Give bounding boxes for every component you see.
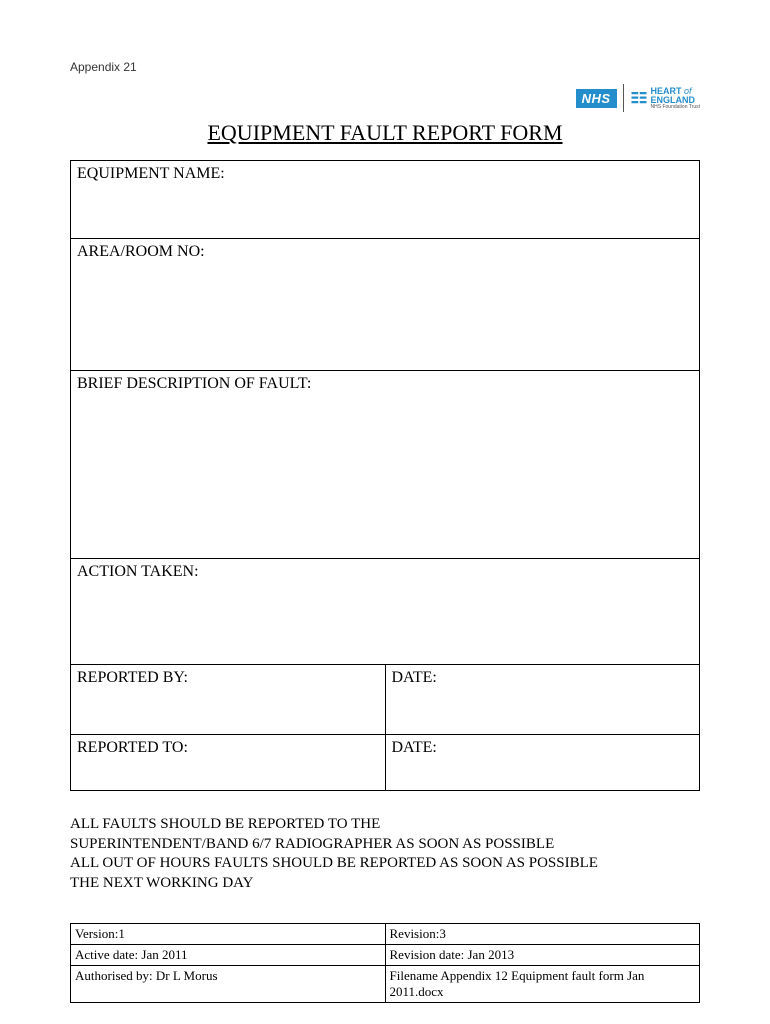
authorised-cell: Authorised by: Dr L Morus xyxy=(71,966,386,1003)
nhs-logo: NHS xyxy=(576,89,617,108)
reported-to-date-cell[interactable]: DATE: xyxy=(385,735,700,791)
instructions-block: ALL FAULTS SHOULD BE REPORTED TO THE SUP… xyxy=(70,815,700,893)
heart-england-icon xyxy=(630,89,648,107)
logo-row: NHS HEART of ENGLAND NHS Foundation Trus… xyxy=(70,84,700,112)
instruction-line: THE NEXT WORKING DAY xyxy=(70,874,700,894)
instruction-line: SUPERINTENDENT/BAND 6/7 RADIOGRAPHER AS … xyxy=(70,835,700,855)
appendix-label: Appendix 21 xyxy=(70,60,700,74)
version-cell: Version:1 xyxy=(71,924,386,945)
equipment-name-cell[interactable]: EQUIPMENT NAME: xyxy=(71,161,700,239)
revision-date-cell: Revision date: Jan 2013 xyxy=(385,945,700,966)
form-title: EQUIPMENT FAULT REPORT FORM xyxy=(70,120,700,146)
active-date-cell: Active date: Jan 2011 xyxy=(71,945,386,966)
revision-cell: Revision:3 xyxy=(385,924,700,945)
description-cell[interactable]: BRIEF DESCRIPTION OF FAULT: xyxy=(71,371,700,559)
reported-by-cell[interactable]: REPORTED BY: xyxy=(71,665,386,735)
action-taken-cell[interactable]: ACTION TAKEN: xyxy=(71,559,700,665)
area-room-cell[interactable]: AREA/ROOM NO: xyxy=(71,239,700,371)
heart-of-england-logo: HEART of ENGLAND NHS Foundation Trust xyxy=(630,87,700,110)
reported-by-date-cell[interactable]: DATE: xyxy=(385,665,700,735)
instruction-line: ALL OUT OF HOURS FAULTS SHOULD BE REPORT… xyxy=(70,854,700,874)
heart-logo-sub: NHS Foundation Trust xyxy=(651,105,700,110)
reported-to-cell[interactable]: REPORTED TO: xyxy=(71,735,386,791)
metadata-table: Version:1 Revision:3 Active date: Jan 20… xyxy=(70,923,700,1003)
logo-divider xyxy=(623,84,624,112)
instruction-line: ALL FAULTS SHOULD BE REPORTED TO THE xyxy=(70,815,700,835)
filename-cell: Filename Appendix 12 Equipment fault for… xyxy=(385,966,700,1003)
fault-report-table: EQUIPMENT NAME: AREA/ROOM NO: BRIEF DESC… xyxy=(70,160,700,791)
